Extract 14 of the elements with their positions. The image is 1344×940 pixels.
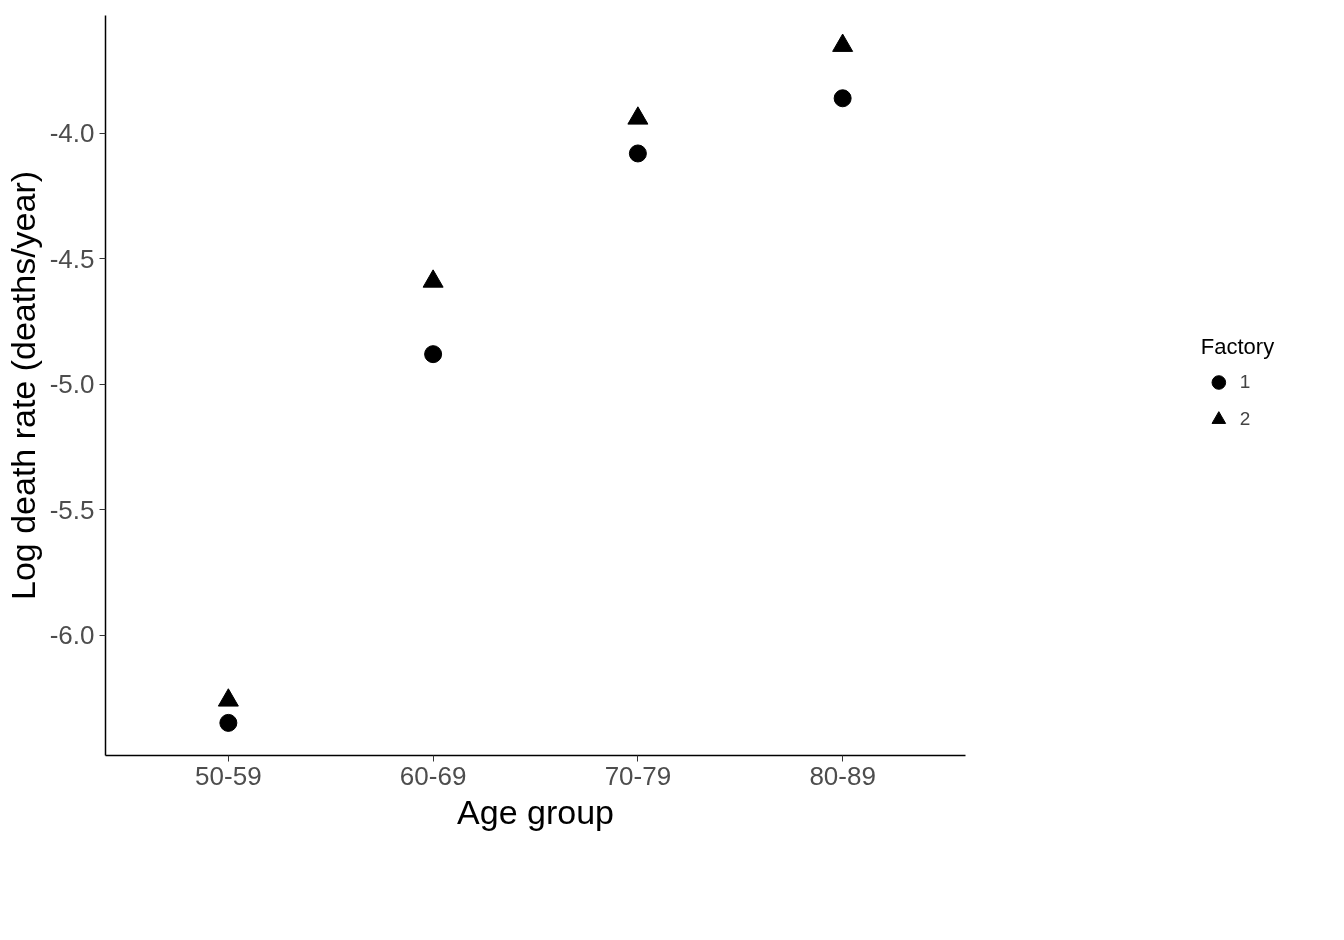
y-tick-label: -4.0 [49, 118, 95, 149]
x-tick-label: 80-89 [809, 760, 876, 791]
y-tick-label: -4.5 [49, 243, 95, 274]
legend-label: 1 [1239, 371, 1252, 393]
x-tick-label: 50-59 [195, 760, 262, 791]
y-tick-label: -5.5 [49, 494, 95, 525]
x-tick-label: 70-79 [604, 760, 672, 791]
x-axis-title: Age group [457, 792, 614, 831]
y-tick-label: -6.0 [49, 620, 95, 651]
legend-label: 2 [1239, 408, 1252, 430]
x-tick-label: 60-69 [399, 760, 467, 791]
legend-title: Factory [1200, 334, 1275, 360]
y-axis-title: Log death rate (deaths/year) [3, 170, 42, 601]
y-tick-label: -5.0 [49, 369, 95, 400]
